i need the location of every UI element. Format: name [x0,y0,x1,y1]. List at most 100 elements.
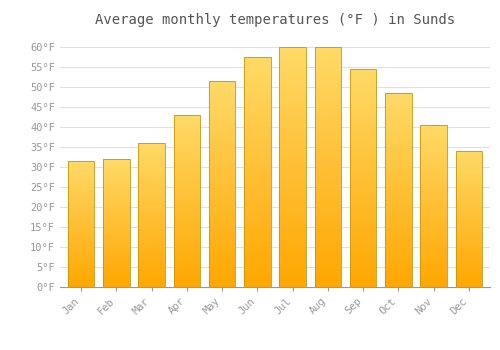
Bar [385,186,411,190]
Bar [385,163,411,167]
Bar [68,178,94,181]
Bar [420,222,447,225]
Bar [68,267,94,270]
Bar [385,260,411,264]
Bar [244,135,270,140]
Bar [456,186,482,189]
Bar [280,158,306,162]
Bar [138,232,165,235]
Bar [138,160,165,163]
Bar [314,186,341,191]
Bar [350,226,376,230]
Bar [350,204,376,209]
Bar [138,264,165,267]
Bar [350,195,376,200]
Bar [350,209,376,213]
Bar [209,114,236,118]
Bar [385,252,411,256]
Bar [174,249,200,253]
Bar [68,277,94,279]
Bar [350,283,376,287]
Bar [385,283,411,287]
Bar [314,282,341,287]
Bar [103,238,130,241]
Bar [174,270,200,273]
Bar [280,57,306,61]
Bar [103,164,130,167]
Bar [456,227,482,230]
Bar [420,261,447,264]
Bar [244,241,270,246]
Bar [314,114,341,119]
Bar [385,159,411,163]
Bar [456,154,482,156]
Bar [68,270,94,272]
Bar [68,201,94,204]
Bar [350,108,376,113]
Bar [244,282,270,287]
Bar [174,284,200,287]
Bar [385,144,411,147]
Bar [385,124,411,128]
Bar [103,200,130,203]
Bar [68,204,94,206]
Bar [138,177,165,181]
Bar [280,114,306,119]
Bar [138,221,165,224]
Bar [456,151,482,287]
Bar [350,117,376,121]
Bar [385,279,411,283]
Bar [350,91,376,95]
Bar [138,229,165,232]
Bar [314,253,341,258]
Bar [314,263,341,268]
Bar [138,215,165,218]
Bar [350,134,376,139]
Bar [280,253,306,258]
Bar [314,110,341,114]
Bar [209,151,236,155]
Bar [385,194,411,198]
Bar [103,180,130,182]
Bar [103,241,130,244]
Bar [138,278,165,281]
Bar [314,210,341,215]
Bar [68,239,94,241]
Bar [456,273,482,276]
Bar [103,272,130,274]
Bar [280,215,306,220]
Bar [174,204,200,208]
Bar [456,170,482,173]
Bar [138,186,165,189]
Bar [244,246,270,250]
Bar [385,101,411,105]
Bar [138,158,165,160]
Bar [103,220,130,223]
Bar [385,182,411,186]
Bar [244,273,270,278]
Bar [420,193,447,196]
Bar [244,199,270,204]
Bar [103,233,130,236]
Bar [209,110,236,114]
Bar [209,262,236,266]
Bar [103,218,130,220]
Bar [209,184,236,188]
Bar [174,197,200,201]
Bar [103,282,130,285]
Bar [456,164,482,167]
Bar [103,225,130,228]
Bar [280,90,306,95]
Bar [314,229,341,234]
Bar [244,66,270,71]
Bar [244,121,270,126]
Bar [244,154,270,158]
Bar [209,283,236,287]
Bar [103,162,130,164]
Bar [138,201,165,203]
Bar [420,248,447,251]
Bar [244,278,270,282]
Bar [385,155,411,159]
Bar [314,162,341,167]
Bar [68,262,94,264]
